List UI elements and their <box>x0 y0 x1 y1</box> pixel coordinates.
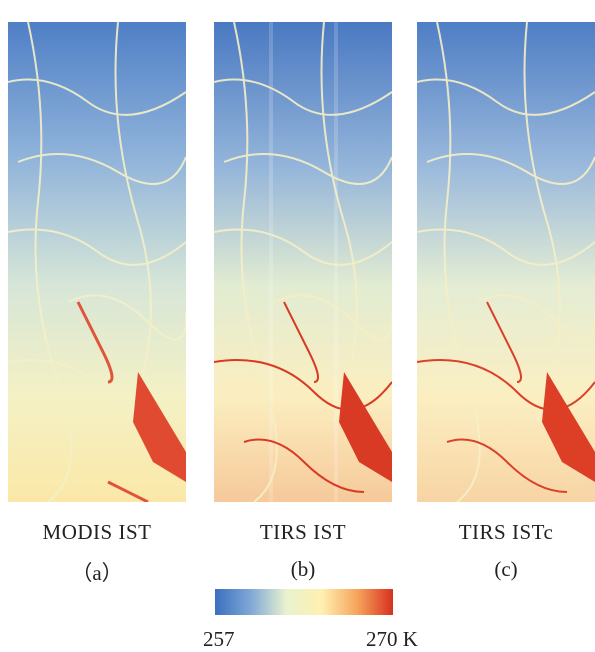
panel-b-label: (b) <box>290 557 316 581</box>
panel-b-image <box>214 22 392 502</box>
panel-c-title: TIRS ISTc <box>458 520 554 544</box>
panel-b-title: TIRS IST <box>259 520 347 544</box>
panel-a-image <box>8 22 186 502</box>
colorbar-max-label: 270 K <box>366 627 418 651</box>
panel-c-label: (c) <box>494 557 518 581</box>
panel-a-title: MODIS IST <box>42 520 152 544</box>
colorbar-min-label: 257 <box>203 627 235 651</box>
panel-c-image <box>417 22 595 502</box>
panel-a-label: （a） <box>71 561 123 585</box>
temperature-colorbar <box>215 589 393 615</box>
